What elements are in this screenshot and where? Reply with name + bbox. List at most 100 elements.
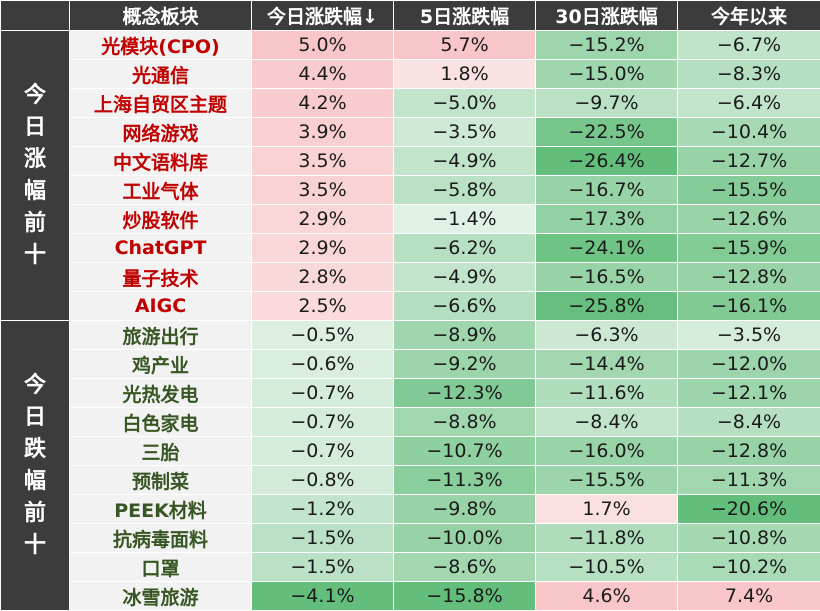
cell-5day-change: −4.9% (394, 147, 536, 176)
table-row: 今日跌幅前十旅游出行−0.5%−8.9%−6.3%−3.5% (1, 321, 820, 350)
col-header-today-change[interactable]: 今日涨跌幅↓ (252, 1, 394, 31)
cell-30day-change: −15.5% (536, 466, 678, 495)
table-row: 三胎−0.7%−10.7%−16.0%−12.8% (1, 437, 820, 466)
cell-ytd-change: −11.3% (678, 466, 820, 495)
col-header-30day-change[interactable]: 30日涨跌幅 (536, 1, 678, 31)
cell-today-change: 5.0% (252, 31, 394, 60)
cell-today-change: −0.5% (252, 321, 394, 350)
cell-5day-change: −10.7% (394, 437, 536, 466)
cell-today-change: 4.4% (252, 60, 394, 89)
group-label-char: 日 (1, 402, 69, 434)
cell-ytd-change: −12.8% (678, 437, 820, 466)
cell-30day-change: −15.2% (536, 31, 678, 60)
sector-name: ChatGPT (70, 234, 252, 263)
sector-name: 冰雪旅游 (70, 582, 252, 611)
cell-5day-change: 1.8% (394, 60, 536, 89)
cell-ytd-change: −20.6% (678, 495, 820, 524)
cell-ytd-change: −8.3% (678, 60, 820, 89)
sector-name: 光通信 (70, 60, 252, 89)
cell-30day-change: −17.3% (536, 205, 678, 234)
table-row: 预制菜−0.8%−11.3%−15.5%−11.3% (1, 466, 820, 495)
cell-ytd-change: −10.2% (678, 553, 820, 582)
cell-5day-change: −8.8% (394, 408, 536, 437)
sector-name: 白色家电 (70, 408, 252, 437)
cell-30day-change: −6.3% (536, 321, 678, 350)
cell-ytd-change: −16.1% (678, 292, 820, 321)
cell-5day-change: −6.2% (394, 234, 536, 263)
sector-name: 上海自贸区主题 (70, 89, 252, 118)
cell-ytd-change: −6.4% (678, 89, 820, 118)
cell-30day-change: −16.0% (536, 437, 678, 466)
cell-today-change: 2.9% (252, 205, 394, 234)
cell-5day-change: −4.9% (394, 263, 536, 292)
cell-30day-change: 4.6% (536, 582, 678, 611)
cell-ytd-change: −12.0% (678, 350, 820, 379)
sector-name: 光热发电 (70, 379, 252, 408)
cell-ytd-change: −12.1% (678, 379, 820, 408)
group-label-char: 今 (1, 370, 69, 402)
cell-ytd-change: −3.5% (678, 321, 820, 350)
cell-5day-change: −3.5% (394, 118, 536, 147)
group-label-char: 幅 (1, 176, 69, 208)
cell-5day-change: −8.6% (394, 553, 536, 582)
cell-5day-change: −11.3% (394, 466, 536, 495)
col-header-5day-change[interactable]: 5日涨跌幅 (394, 1, 536, 31)
cell-ytd-change: −15.5% (678, 176, 820, 205)
sector-name: 网络游戏 (70, 118, 252, 147)
group-label-top-gainers: 今日涨幅前十 (1, 31, 70, 321)
cell-30day-change: −25.8% (536, 292, 678, 321)
table-row: 今日涨幅前十光模块(CPO)5.0%5.7%−15.2%−6.7% (1, 31, 820, 60)
cell-5day-change: −15.8% (394, 582, 536, 611)
group-label-char: 涨 (1, 144, 69, 176)
header-corner (1, 1, 70, 31)
cell-ytd-change: −12.6% (678, 205, 820, 234)
cell-today-change: −4.1% (252, 582, 394, 611)
sector-name: PEEK材料 (70, 495, 252, 524)
cell-30day-change: −16.7% (536, 176, 678, 205)
table-row: 冰雪旅游−4.1%−15.8%4.6%7.4% (1, 582, 820, 611)
cell-today-change: −1.5% (252, 524, 394, 553)
table-row: 抗病毒面料−1.5%−10.0%−11.8%−10.8% (1, 524, 820, 553)
table-row: PEEK材料−1.2%−9.8%1.7%−20.6% (1, 495, 820, 524)
cell-today-change: 2.9% (252, 234, 394, 263)
cell-today-change: −0.8% (252, 466, 394, 495)
cell-30day-change: −11.6% (536, 379, 678, 408)
sector-name: 鸡产业 (70, 350, 252, 379)
sector-name: 中文语料库 (70, 147, 252, 176)
cell-today-change: −1.2% (252, 495, 394, 524)
cell-ytd-change: −6.7% (678, 31, 820, 60)
cell-30day-change: −9.7% (536, 89, 678, 118)
cell-30day-change: −14.4% (536, 350, 678, 379)
cell-30day-change: −26.4% (536, 147, 678, 176)
cell-today-change: −1.5% (252, 553, 394, 582)
cell-today-change: −0.7% (252, 437, 394, 466)
cell-30day-change: −10.5% (536, 553, 678, 582)
group-label-char: 十 (1, 240, 69, 272)
cell-30day-change: −22.5% (536, 118, 678, 147)
sector-name: 预制菜 (70, 466, 252, 495)
group-label-char: 前 (1, 498, 69, 530)
group-label-char: 前 (1, 208, 69, 240)
cell-5day-change: −10.0% (394, 524, 536, 553)
cell-ytd-change: −15.9% (678, 234, 820, 263)
group-label-top-losers: 今日跌幅前十 (1, 321, 70, 611)
cell-today-change: 3.5% (252, 147, 394, 176)
sector-name: 三胎 (70, 437, 252, 466)
sector-name: 光模块(CPO) (70, 31, 252, 60)
sector-name: 量子技术 (70, 263, 252, 292)
cell-today-change: −0.7% (252, 379, 394, 408)
cell-30day-change: −16.5% (536, 263, 678, 292)
table-row: 白色家电−0.7%−8.8%−8.4%−8.4% (1, 408, 820, 437)
col-header-ytd-change[interactable]: 今年以来 (678, 1, 820, 31)
cell-today-change: −0.7% (252, 408, 394, 437)
table-row: 鸡产业−0.6%−9.2%−14.4%−12.0% (1, 350, 820, 379)
